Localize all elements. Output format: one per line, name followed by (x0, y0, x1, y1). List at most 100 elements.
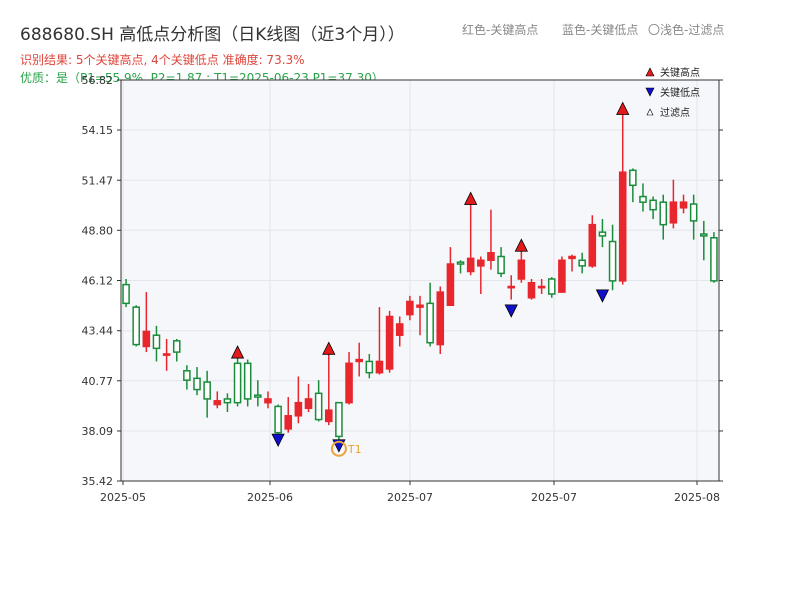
legend-label: 关键低点 (660, 86, 700, 99)
candle (132, 305, 140, 347)
candle-body (213, 400, 222, 406)
y-tick-label: 48.80 (82, 224, 114, 237)
candle-body (162, 353, 171, 356)
x-axis: 2025-05 2025-06 2025-07 2025-07 2025-08 (100, 481, 720, 504)
y-tick-label: 54.15 (82, 124, 114, 137)
candle-body (314, 392, 323, 421)
x-tick-label: 2025-06 (247, 491, 293, 504)
result-summary: 识别结果: 5个关键高点, 4个关键低点 准确度: 73.3% (20, 53, 305, 67)
key-high-marker (230, 345, 245, 359)
candle-body (193, 377, 201, 391)
candle-body (122, 283, 130, 305)
y-tick-label: 40.77 (82, 375, 114, 388)
candle (487, 209, 495, 270)
candle-body (547, 278, 556, 295)
candle-body (233, 362, 242, 404)
key-low-marker (271, 433, 285, 448)
y-axis: 35.42 38.09 40.77 43.44 46.12 48.80 51.47 54.15… (82, 74, 723, 488)
candle (243, 359, 252, 407)
key-low-marker (504, 304, 518, 318)
candle-body (172, 340, 181, 353)
candle (558, 256, 566, 293)
candle-body (406, 300, 414, 316)
candle-body (426, 302, 434, 344)
key-high-marker (514, 238, 529, 252)
candle-body (689, 203, 698, 222)
y-tick-label: 43.44 (82, 325, 114, 338)
candle (203, 370, 211, 418)
x-tick-label: 2025-07 (531, 491, 577, 504)
candle (233, 353, 242, 407)
candle-body (487, 252, 495, 262)
candle (456, 260, 465, 274)
candle (142, 292, 151, 353)
candle-body (223, 398, 232, 404)
candle (466, 204, 475, 276)
candle (537, 279, 546, 294)
y-tick-label: 46.12 (82, 275, 114, 288)
candle (568, 254, 576, 272)
legend-note-blue: 蓝色-关键低点 (562, 23, 639, 37)
candle-body (284, 415, 293, 430)
x-tick-label: 2025-05 (100, 491, 146, 504)
candle (406, 295, 414, 321)
candle-body (436, 291, 445, 346)
candle-body (537, 285, 546, 289)
candle (264, 391, 272, 409)
candle-body (254, 394, 262, 398)
candle-body (659, 201, 668, 226)
candle (122, 279, 130, 308)
candle-body (679, 201, 688, 209)
candle (355, 342, 363, 377)
candle (254, 380, 262, 407)
y-tick-label: 56.82 (82, 74, 114, 87)
key-high-marker (616, 101, 630, 115)
candle-body (588, 223, 597, 267)
candle (152, 325, 161, 362)
candle-body (527, 281, 536, 299)
candle (618, 102, 627, 285)
candle (629, 168, 637, 203)
candle-body (324, 409, 333, 423)
plot-frame (120, 79, 720, 482)
candle-body (416, 304, 424, 308)
candle-body (629, 169, 637, 187)
candle (324, 352, 333, 426)
candle-body (497, 255, 505, 275)
candle-body (507, 285, 516, 289)
candle (700, 220, 708, 261)
key-low-marker (595, 289, 610, 303)
candle (395, 316, 404, 347)
candle-body (203, 381, 211, 400)
candle-body (395, 323, 404, 336)
candle (193, 367, 201, 396)
key-high-marker (322, 341, 336, 355)
candle (172, 338, 181, 362)
candle-body (456, 261, 465, 265)
candle-body (598, 231, 607, 237)
candle (669, 179, 678, 229)
y-tick-label: 38.09 (82, 425, 114, 438)
candle (426, 282, 434, 347)
legend-label: 过滤点 (660, 106, 690, 119)
candle-body (618, 171, 627, 282)
candle-body (608, 240, 617, 282)
markers: T1 (230, 101, 630, 457)
candle-body (639, 195, 647, 203)
legend-filter-icon (646, 108, 654, 116)
candle (162, 338, 171, 371)
candle-body (477, 259, 485, 267)
candle (446, 247, 455, 306)
candle (710, 232, 718, 283)
candle (335, 401, 343, 446)
candle-body (669, 201, 678, 224)
legend-label: 关键高点 (660, 66, 700, 79)
candle (436, 286, 445, 354)
candle (679, 194, 688, 214)
candle (274, 404, 282, 435)
candle (304, 383, 313, 413)
y-tick-label: 35.42 (82, 475, 114, 488)
candle-body (294, 401, 303, 417)
